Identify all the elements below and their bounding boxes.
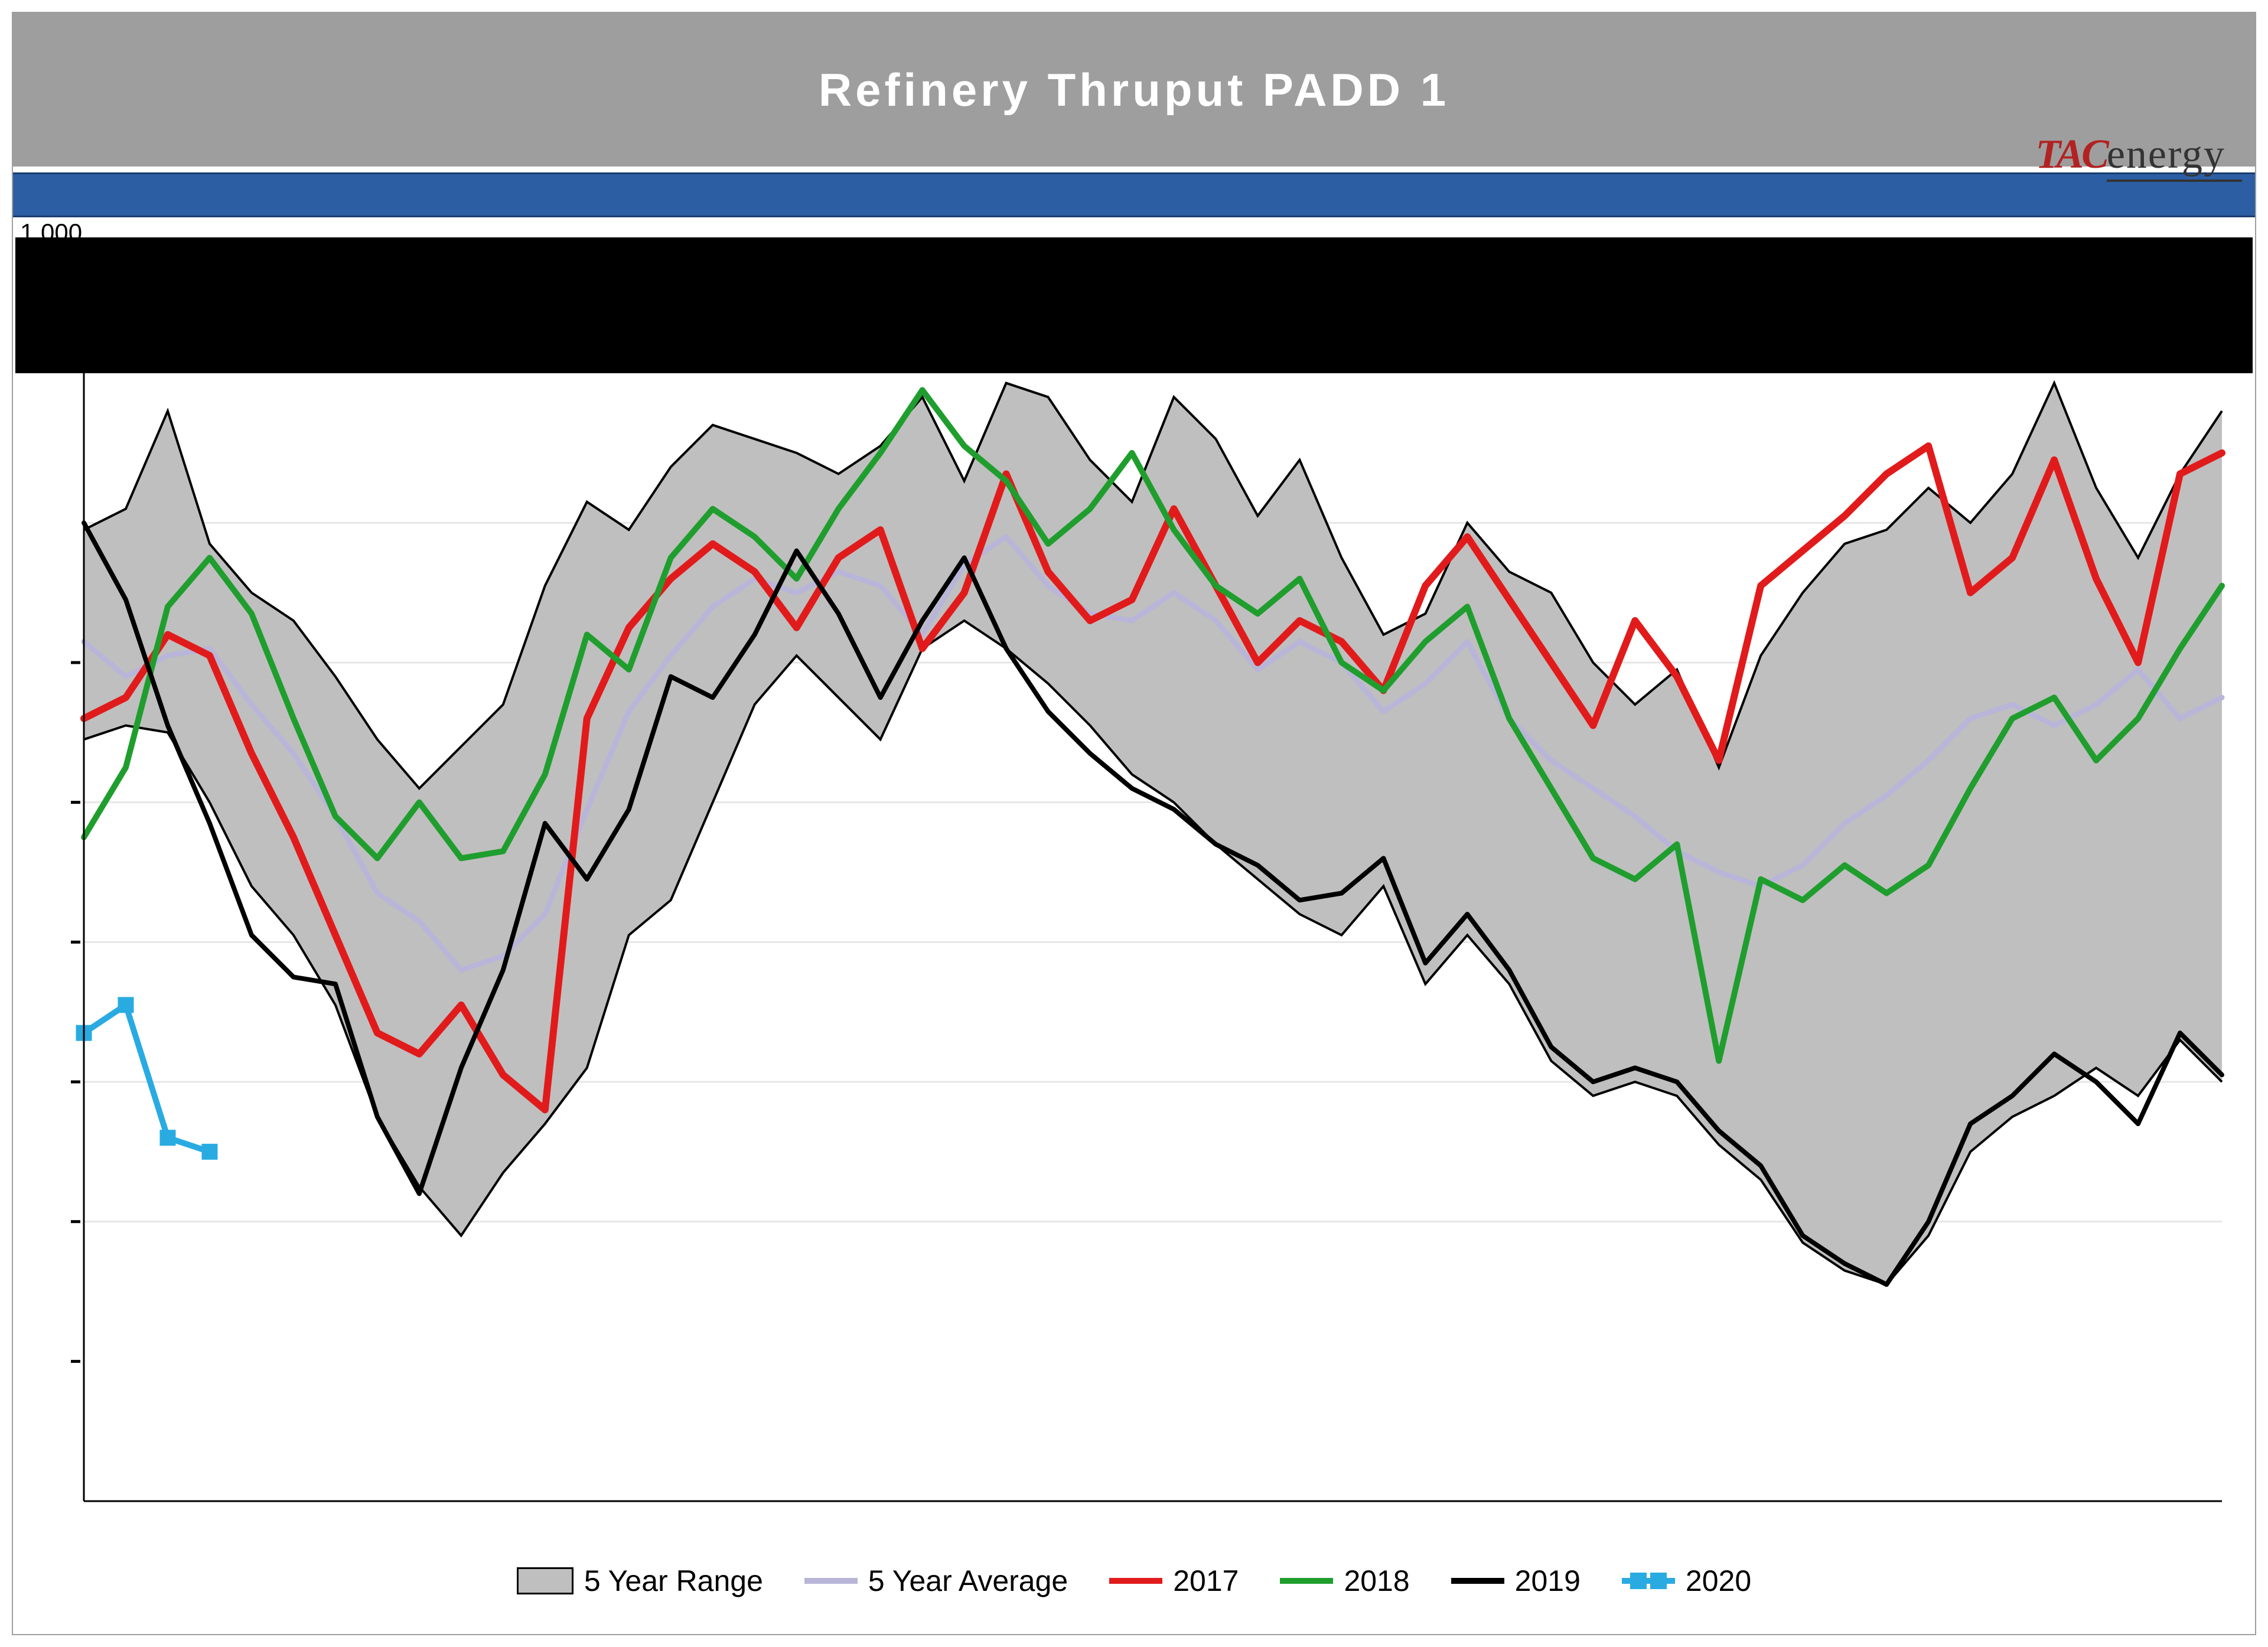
- logo-energy: energy: [2107, 132, 2225, 177]
- black-redaction-band: [15, 237, 2253, 373]
- title-bar: Refinery Thruput PADD 1: [13, 13, 2255, 167]
- legend-label-2018: 2018: [1344, 1564, 1409, 1598]
- logo-tac: TAC: [2036, 132, 2107, 177]
- legend-label-range: 5 Year Range: [584, 1564, 763, 1598]
- legend-swatch-2020: [1622, 1578, 1675, 1584]
- legend-label-avg: 5 Year Average: [868, 1564, 1068, 1598]
- legend-item-avg: 5 Year Average: [804, 1564, 1068, 1598]
- chart-legend: 5 Year Range 5 Year Average 2017 2018 20…: [13, 1551, 2255, 1610]
- blue-strip: [13, 172, 2255, 217]
- legend-swatch-2019: [1451, 1578, 1504, 1584]
- chart-plot-area: [66, 237, 2228, 1537]
- chart-title: Refinery Thruput PADD 1: [819, 63, 1449, 117]
- tac-energy-logo: TACenergy: [2036, 131, 2225, 178]
- legend-swatch-avg: [804, 1578, 858, 1584]
- legend-item-2018: 2018: [1280, 1564, 1409, 1598]
- legend-label-2019: 2019: [1515, 1564, 1581, 1598]
- legend-item-2020: 2020: [1622, 1564, 1751, 1598]
- legend-swatch-range: [517, 1567, 573, 1594]
- chart-frame: Refinery Thruput PADD 1 TACenergy 1 000 …: [12, 12, 2256, 1635]
- legend-item-range: 5 Year Range: [517, 1564, 763, 1598]
- legend-label-2017: 2017: [1173, 1564, 1239, 1598]
- legend-swatch-2018: [1280, 1578, 1333, 1584]
- legend-label-2020: 2020: [1686, 1564, 1751, 1598]
- legend-swatch-2017: [1109, 1578, 1162, 1584]
- legend-item-2017: 2017: [1109, 1564, 1239, 1598]
- legend-item-2019: 2019: [1451, 1564, 1581, 1598]
